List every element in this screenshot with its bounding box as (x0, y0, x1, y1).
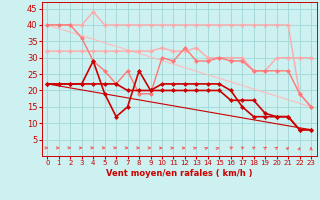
X-axis label: Vent moyen/en rafales ( km/h ): Vent moyen/en rafales ( km/h ) (106, 169, 252, 178)
